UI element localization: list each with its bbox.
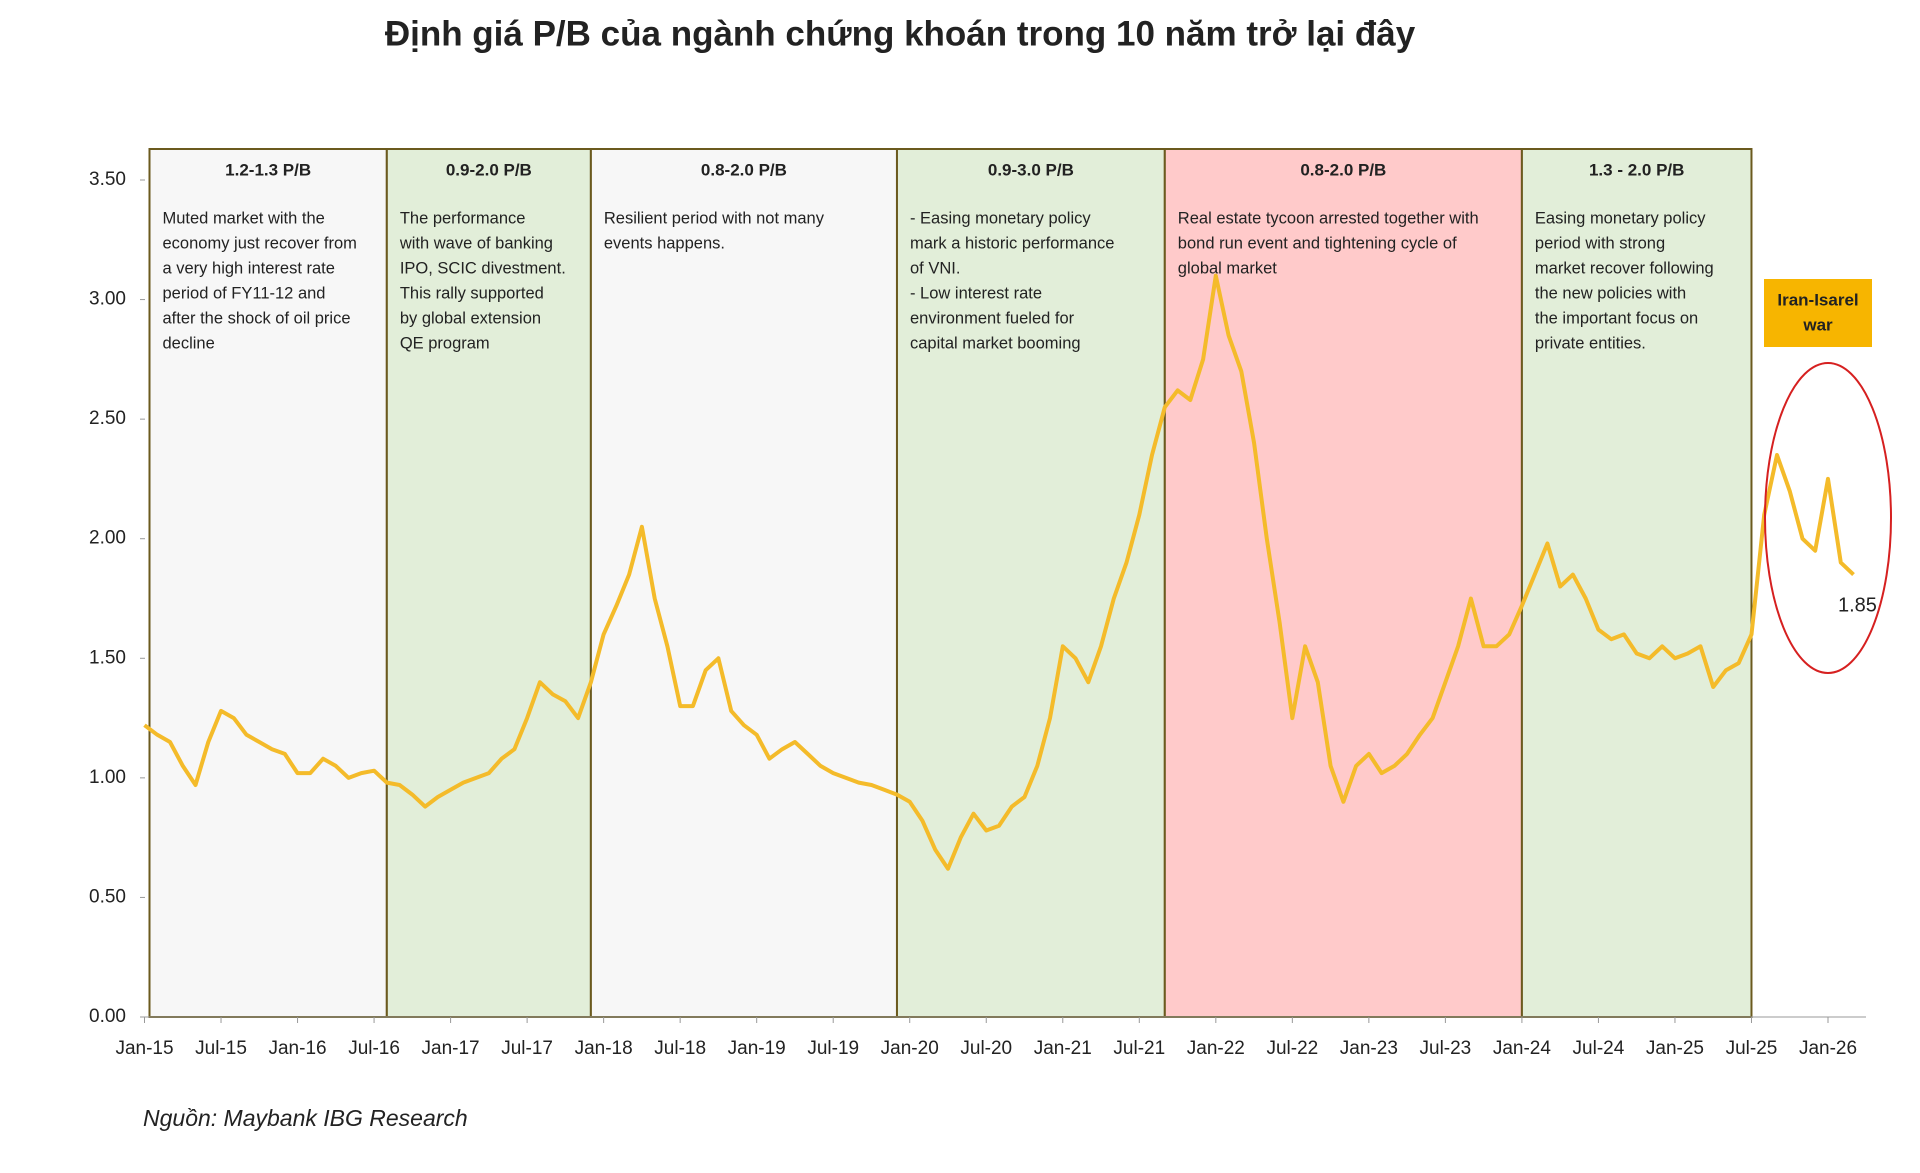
y-tick-label: 2.50 [89, 408, 126, 429]
y-tick-label: 1.00 [89, 767, 126, 788]
region-label: 0.8-2.0 P/B [701, 160, 787, 179]
region-text: private entities. [1535, 334, 1646, 352]
y-tick-label: 0.00 [89, 1006, 126, 1027]
chart-title: Định giá P/B của ngành chứng khoán trong… [385, 14, 1416, 53]
y-tick-label: 0.50 [89, 886, 126, 907]
y-tick-label: 1.50 [89, 647, 126, 668]
event-text: Iran-Isarel [1777, 290, 1858, 309]
region-text: Easing monetary policy [1535, 209, 1706, 227]
region-text: after the shock of oil price [163, 309, 351, 327]
x-tick-label: Jul-19 [807, 1038, 859, 1059]
region [148, 148, 388, 1018]
x-tick-label: Jan-19 [728, 1038, 786, 1059]
series-line [143, 273, 1855, 871]
region-text: - Easing monetary policy [910, 209, 1091, 227]
region [385, 148, 592, 1018]
region-text: IPO, SCIC divestment. [400, 259, 566, 277]
region-text: This rally supported [400, 284, 544, 302]
y-tick-label: 3.50 [89, 169, 126, 190]
region-text: the new policies with [1535, 284, 1686, 302]
region-text: environment fueled for [910, 309, 1075, 327]
region-text: with wave of banking [399, 234, 553, 252]
x-tick-label: Jul-18 [654, 1038, 706, 1059]
end-value-label: 1.85 [1838, 594, 1877, 616]
x-tick-label: Jan-26 [1799, 1038, 1857, 1059]
region-text: the important focus on [1535, 309, 1698, 327]
region [1520, 148, 1753, 1018]
x-tick-label: Jul-17 [501, 1038, 553, 1059]
region-text: period of FY11-12 and [163, 284, 326, 302]
region-label: 0.9-3.0 P/B [988, 160, 1074, 179]
region-text: a very high interest rate [163, 259, 335, 277]
region-label: 0.8-2.0 P/B [1300, 160, 1386, 179]
region-text: mark a historic performance [910, 234, 1115, 252]
x-tick-label: Jan-17 [422, 1038, 480, 1059]
x-tick-label: Jan-23 [1340, 1038, 1398, 1059]
x-tick-label: Jul-21 [1113, 1038, 1165, 1059]
source-note: Nguồn: Maybank IBG Research [143, 1105, 468, 1131]
region [1163, 148, 1523, 1018]
event-box [1764, 279, 1872, 347]
x-tick-label: Jul-25 [1726, 1038, 1778, 1059]
region-text: global market [1178, 259, 1277, 277]
region-text: capital market booming [910, 334, 1081, 352]
region [895, 148, 1166, 1018]
x-tick-label: Jul-16 [348, 1038, 400, 1059]
region-text: by global extension [400, 309, 541, 327]
x-tick-label: Jul-22 [1266, 1038, 1318, 1059]
x-tick-label: Jan-16 [268, 1038, 326, 1059]
x-tick-label: Jan-24 [1493, 1038, 1552, 1059]
region-text: Real estate tycoon arrested together wit… [1178, 209, 1479, 227]
x-tick-label: Jul-23 [1420, 1038, 1472, 1059]
x-tick-label: Jan-20 [881, 1038, 939, 1059]
region-label: 1.3 - 2.0 P/B [1589, 160, 1684, 179]
y-tick-label: 3.00 [89, 289, 126, 310]
region-text: period with strong [1535, 234, 1665, 252]
region-text: of VNI. [910, 259, 960, 277]
region-text: The performance [400, 209, 526, 227]
y-tick-label: 2.00 [89, 528, 126, 549]
region-text: events happens. [604, 234, 725, 252]
x-tick-label: Jan-25 [1646, 1038, 1704, 1059]
x-tick-label: Jan-15 [115, 1038, 173, 1059]
region [589, 148, 898, 1018]
x-tick-label: Jan-22 [1187, 1038, 1245, 1059]
x-tick-label: Jul-20 [960, 1038, 1012, 1059]
x-tick-label: Jul-15 [195, 1038, 247, 1059]
region-text: Muted market with the [163, 209, 325, 227]
x-tick-label: Jan-18 [575, 1038, 633, 1059]
region-text: bond run event and tightening cycle of [1178, 234, 1457, 252]
region-text: Resilient period with not many [604, 209, 825, 227]
highlight-circle [1764, 362, 1892, 674]
event-text: war [1802, 315, 1833, 334]
x-tick-label: Jan-21 [1034, 1038, 1092, 1059]
region-text: QE program [400, 334, 490, 352]
region-text: economy just recover from [163, 234, 357, 252]
x-tick-label: Jul-24 [1573, 1038, 1625, 1059]
region-text: - Low interest rate [910, 284, 1042, 302]
region-text: market recover following [1535, 259, 1714, 277]
region-text: decline [163, 334, 215, 352]
region-label: 1.2-1.3 P/B [225, 160, 311, 179]
region-label: 0.9-2.0 P/B [446, 160, 532, 179]
